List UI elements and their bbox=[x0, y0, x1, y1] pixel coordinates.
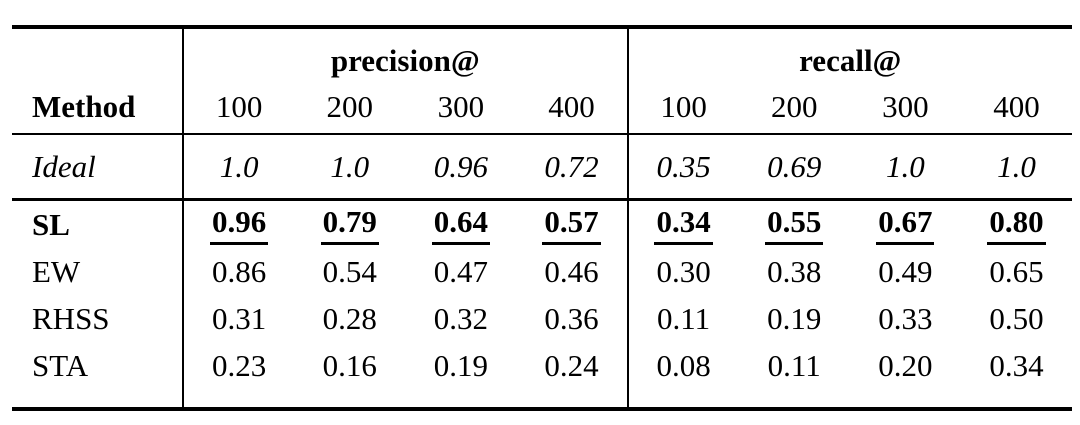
value-cell: 0.72 bbox=[516, 134, 628, 201]
best-value: 0.80 bbox=[987, 204, 1046, 245]
value-cell: 0.16 bbox=[322, 347, 377, 383]
value-cell: 0.11 bbox=[767, 347, 821, 383]
results-table: precision@ recall@ Method 100 200 300 40… bbox=[12, 25, 1072, 411]
methods-section: SL 0.96 0.79 0.64 0.57 0.34 0.55 0.67 0.… bbox=[12, 199, 1072, 409]
col-header-precision-100: 100 bbox=[181, 81, 295, 135]
col-header-recall-100: 100 bbox=[626, 81, 739, 135]
best-value: 0.79 bbox=[320, 204, 379, 245]
value-cell: 0.69 bbox=[738, 134, 850, 201]
value-cell: 0.35 bbox=[626, 134, 739, 201]
best-value: 0.34 bbox=[654, 204, 713, 245]
col-header-precision-300: 300 bbox=[405, 81, 517, 135]
col-header-recall-400: 400 bbox=[960, 81, 1072, 135]
best-value: 0.67 bbox=[876, 204, 935, 245]
value-cell: 0.24 bbox=[544, 347, 599, 383]
value-cell: 0.86 bbox=[181, 248, 295, 295]
method-cell: Ideal bbox=[12, 134, 183, 201]
best-value: 0.55 bbox=[765, 204, 824, 245]
value-cell: 0.23 bbox=[181, 342, 295, 409]
value-cell: 0.19 bbox=[767, 300, 822, 336]
method-col-spacer bbox=[12, 27, 183, 81]
value-cell: 1.0 bbox=[960, 134, 1072, 201]
value-cell: 0.80 bbox=[961, 200, 1072, 249]
value-cell: 0.28 bbox=[322, 300, 377, 336]
table-row-sl: SL 0.96 0.79 0.64 0.57 0.34 0.55 0.67 0.… bbox=[12, 199, 1072, 249]
col-header-recall-200: 200 bbox=[738, 81, 850, 135]
col-header-recall-300: 300 bbox=[849, 81, 961, 135]
best-value: 0.57 bbox=[542, 204, 601, 245]
best-value: 0.96 bbox=[209, 204, 269, 245]
value-cell: 0.54 bbox=[322, 253, 377, 289]
column-header-row: Method 100 200 300 400 100 200 300 400 bbox=[12, 81, 1072, 135]
col-header-precision-400: 400 bbox=[516, 81, 628, 135]
value-cell: 0.31 bbox=[181, 295, 295, 342]
col-group-recall: recall@ bbox=[626, 27, 1072, 81]
value-cell: 0.30 bbox=[626, 248, 739, 295]
table-row-rhss: RHSS 0.31 0.28 0.32 0.36 0.11 0.19 0.33 … bbox=[12, 295, 1072, 342]
value-cell: 0.49 bbox=[878, 253, 933, 289]
value-cell: 0.79 bbox=[294, 200, 405, 249]
value-cell: 0.47 bbox=[433, 253, 488, 289]
value-cell: 0.38 bbox=[767, 253, 822, 289]
value-cell: 0.57 bbox=[516, 200, 627, 249]
value-cell: 0.36 bbox=[544, 300, 599, 336]
method-header: Method bbox=[12, 81, 183, 135]
col-header-precision-200: 200 bbox=[294, 81, 406, 135]
value-cell: 0.20 bbox=[878, 347, 933, 383]
ideal-section: Ideal 1.0 1.0 0.96 0.72 0.35 0.69 1.0 1.… bbox=[12, 134, 1072, 201]
value-cell: 1.0 bbox=[294, 134, 406, 201]
table-row-sta: STA 0.23 0.16 0.19 0.24 0.08 0.11 0.20 0… bbox=[12, 342, 1072, 409]
value-cell: 0.96 bbox=[405, 134, 517, 201]
value-cell: 0.67 bbox=[850, 200, 961, 249]
value-cell: 0.65 bbox=[989, 253, 1044, 289]
value-cell: 0.34 bbox=[626, 199, 739, 248]
best-value: 0.64 bbox=[431, 204, 490, 245]
value-cell: 1.0 bbox=[181, 134, 295, 201]
table-row-ew: EW 0.86 0.54 0.47 0.46 0.30 0.38 0.49 0.… bbox=[12, 248, 1072, 295]
method-cell: EW bbox=[32, 253, 81, 289]
value-cell: 0.19 bbox=[433, 347, 488, 383]
value-cell: 0.46 bbox=[544, 253, 599, 289]
group-header-row: precision@ recall@ bbox=[12, 27, 1072, 81]
value-cell: 0.96 bbox=[181, 199, 295, 248]
value-cell: 0.64 bbox=[405, 200, 516, 249]
method-cell: RHSS bbox=[32, 300, 110, 336]
method-cell: SL bbox=[32, 206, 70, 242]
value-cell: 0.50 bbox=[989, 300, 1044, 336]
caption-fragment: Table : precision@ and recall@ of the me… bbox=[0, 412, 1080, 425]
value-cell: 0.11 bbox=[626, 295, 739, 342]
value-cell: 0.55 bbox=[739, 200, 850, 249]
value-cell: 1.0 bbox=[849, 134, 961, 201]
ideal-row: Ideal 1.0 1.0 0.96 0.72 0.35 0.69 1.0 1.… bbox=[12, 134, 1072, 201]
col-group-precision: precision@ bbox=[182, 27, 628, 81]
value-cell: 0.08 bbox=[626, 342, 739, 409]
method-cell: STA bbox=[32, 347, 89, 383]
value-cell: 0.34 bbox=[989, 347, 1044, 383]
table-header: precision@ recall@ Method 100 200 300 40… bbox=[12, 27, 1072, 135]
value-cell: 0.32 bbox=[433, 300, 488, 336]
value-cell: 0.33 bbox=[878, 300, 933, 336]
